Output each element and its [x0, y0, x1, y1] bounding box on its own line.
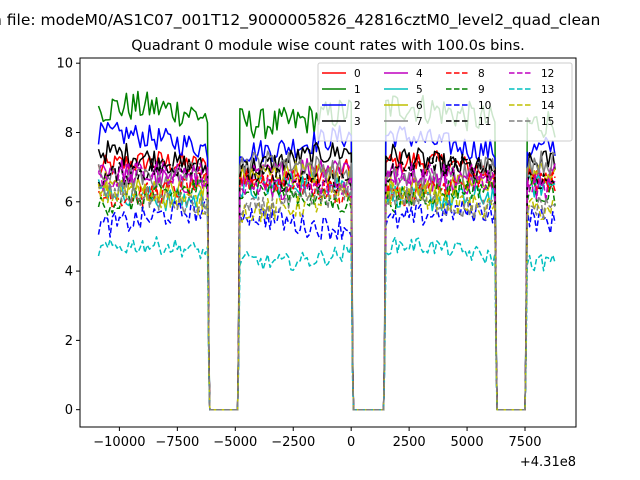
- x-tick-label: 2500: [393, 435, 426, 450]
- y-axis: 0 2 4 6 8 10: [56, 57, 80, 418]
- legend-label-10: 10: [478, 100, 491, 112]
- legend-label-14: 14: [541, 100, 555, 112]
- figure-title: n file: modeM0/AS1C07_001T12_9000005826_…: [0, 11, 600, 30]
- series-layer: [97, 90, 556, 411]
- series-line-14: [97, 181, 556, 411]
- series-line-12: [97, 161, 556, 411]
- x-tick-label: 0: [347, 435, 355, 450]
- series-line-11: [97, 153, 556, 411]
- y-tick-label: 0: [65, 403, 73, 418]
- legend-label-11: 11: [478, 116, 491, 128]
- series-line-15: [98, 181, 556, 411]
- x-tick-label: −2500: [271, 435, 315, 450]
- legend-label-0: 0: [354, 68, 361, 80]
- series-line-2: [97, 121, 556, 411]
- x-axis: −10000 −7500 −5000 −2500 0 2500 5000 7500: [93, 427, 542, 450]
- legend-label-15: 15: [541, 116, 554, 128]
- legend-label-9: 9: [478, 84, 485, 96]
- x-tick-label: −10000: [93, 435, 145, 450]
- legend-label-3: 3: [354, 116, 361, 128]
- legend-label-7: 7: [416, 116, 423, 128]
- y-tick-label: 2: [65, 334, 73, 349]
- series-line-8: [97, 167, 556, 411]
- plot-title: Quadrant 0 module wise count rates with …: [131, 38, 525, 54]
- x-tick-label: −5000: [213, 435, 257, 450]
- legend-label-6: 6: [416, 100, 423, 112]
- legend-label-2: 2: [354, 100, 361, 112]
- y-tick-label: 6: [65, 195, 73, 210]
- plot-area-frame: [79, 57, 577, 428]
- y-tick-label: 4: [65, 265, 73, 280]
- series-line-13: [97, 236, 556, 411]
- x-axis-offset-label: +4.31e8: [520, 455, 576, 470]
- legend-label-13: 13: [541, 84, 554, 96]
- legend-label-5: 5: [416, 84, 423, 96]
- legend-label-4: 4: [416, 68, 423, 80]
- series-line-3: [97, 140, 556, 411]
- y-tick-label: 10: [56, 57, 73, 72]
- x-tick-label: 5000: [451, 435, 484, 450]
- legend-label-1: 1: [354, 84, 361, 96]
- series-line-9: [97, 175, 556, 411]
- legend-label-12: 12: [541, 68, 554, 80]
- x-tick-label: 7500: [508, 435, 541, 450]
- y-tick-label: 8: [65, 126, 73, 141]
- legend-label-8: 8: [478, 68, 485, 80]
- x-tick-label: −7500: [155, 435, 199, 450]
- legend-box: [317, 62, 573, 142]
